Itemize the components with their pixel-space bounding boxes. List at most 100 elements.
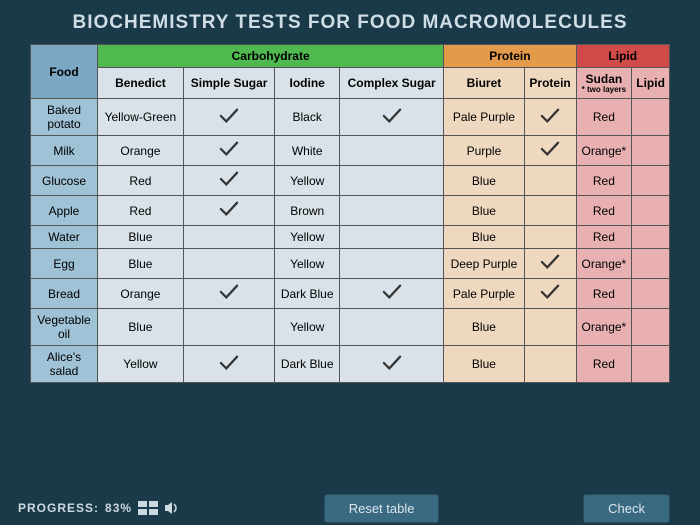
subheader-lipidcol: Lipid (632, 68, 670, 99)
benedict-cell: Blue (98, 226, 184, 249)
lipid-cell (632, 309, 670, 346)
lipid-cell (632, 99, 670, 136)
iodine-cell: Black (275, 99, 340, 136)
food-cell: Bread (31, 279, 98, 309)
subheader-simple: Simple Sugar (183, 68, 275, 99)
complex-cell (340, 279, 444, 309)
simple-cell (183, 196, 275, 226)
benedict-cell: Yellow-Green (98, 99, 184, 136)
biuret-cell: Deep Purple (444, 249, 524, 279)
complex-cell (340, 346, 444, 383)
progress-value: 83% (105, 501, 132, 515)
protein-cell (524, 99, 576, 136)
sudan-cell: Orange* (576, 249, 632, 279)
subheader-biuret: Biuret (444, 68, 524, 99)
food-cell: Egg (31, 249, 98, 279)
sudan-cell: Red (576, 166, 632, 196)
sudan-cell: Red (576, 346, 632, 383)
header-protein: Protein (444, 45, 576, 68)
biuret-cell: Blue (444, 166, 524, 196)
lipid-cell (632, 249, 670, 279)
table-row: Baked potatoYellow-Green Black Pale Purple… (31, 99, 670, 136)
table-row: BreadOrangeDark BluePale PurpleRed (31, 279, 670, 309)
benedict-cell: Orange (98, 136, 184, 166)
iodine-cell: Dark Blue (275, 279, 340, 309)
food-cell: Alice's salad (31, 346, 98, 383)
food-cell: Water (31, 226, 98, 249)
food-cell: Milk (31, 136, 98, 166)
protein-cell (524, 309, 576, 346)
complex-cell (340, 136, 444, 166)
complex-cell (340, 249, 444, 279)
lipid-cell (632, 346, 670, 383)
page-title: BIOCHEMISTRY TESTS FOR FOOD MACROMOLECUL… (30, 12, 670, 34)
subheader-sudan: Sudan * two layers (576, 68, 632, 99)
tracker-icon (138, 501, 158, 515)
benedict-cell: Red (98, 166, 184, 196)
iodine-cell: Yellow (275, 249, 340, 279)
biuret-cell: Pale Purple (444, 279, 524, 309)
header-food: Food (31, 45, 98, 99)
food-cell: Vegetable oil (31, 309, 98, 346)
subheader-complex: Complex Sugar (340, 68, 444, 99)
simple-cell (183, 279, 275, 309)
simple-cell (183, 309, 275, 346)
protein-cell (524, 279, 576, 309)
protein-cell (524, 136, 576, 166)
sudan-cell: Orange* (576, 309, 632, 346)
food-cell: Glucose (31, 166, 98, 196)
biuret-cell: Blue (444, 309, 524, 346)
simple-cell (183, 99, 275, 136)
lipid-cell (632, 166, 670, 196)
audio-icon[interactable] (164, 501, 180, 515)
table-row: MilkOrange White Purple Orange* (31, 136, 670, 166)
food-cell: Baked potato (31, 99, 98, 136)
benedict-cell: Blue (98, 249, 184, 279)
subheader-protein: Protein (524, 68, 576, 99)
table-row: GlucoseRedYellowBlueRed (31, 166, 670, 196)
sudan-cell: Orange* (576, 136, 632, 166)
simple-cell (183, 166, 275, 196)
benedict-cell: Yellow (98, 346, 184, 383)
complex-cell (340, 196, 444, 226)
table-row: WaterBlueYellowBlueRed (31, 226, 670, 249)
benedict-cell: Orange (98, 279, 184, 309)
iodine-cell: Dark Blue (275, 346, 340, 383)
iodine-cell: White (275, 136, 340, 166)
lipid-cell (632, 226, 670, 249)
complex-cell (340, 309, 444, 346)
complex-cell (340, 99, 444, 136)
progress-label: PROGRESS: (18, 501, 99, 515)
benedict-cell: Red (98, 196, 184, 226)
iodine-cell: Brown (275, 196, 340, 226)
sudan-cell: Red (576, 226, 632, 249)
complex-cell (340, 226, 444, 249)
iodine-cell: Yellow (275, 309, 340, 346)
reset-button[interactable]: Reset table (324, 494, 440, 523)
biuret-cell: Blue (444, 346, 524, 383)
simple-cell (183, 226, 275, 249)
header-carb: Carbohydrate (98, 45, 444, 68)
protein-cell (524, 196, 576, 226)
biuret-cell: Purple (444, 136, 524, 166)
protein-cell (524, 166, 576, 196)
sudan-note: * two layers (579, 86, 630, 94)
iodine-cell: Yellow (275, 226, 340, 249)
protein-cell (524, 346, 576, 383)
benedict-cell: Blue (98, 309, 184, 346)
check-button[interactable]: Check (583, 494, 670, 523)
progress-block: PROGRESS: 83% (18, 501, 180, 515)
simple-cell (183, 249, 275, 279)
protein-cell (524, 226, 576, 249)
subheader-benedict: Benedict (98, 68, 184, 99)
biuret-cell: Pale Purple (444, 99, 524, 136)
table-row: EggBlue Yellow Deep Purple Orange* (31, 249, 670, 279)
lipid-cell (632, 136, 670, 166)
results-table: Food Carbohydrate Protein Lipid Benedict… (30, 44, 670, 383)
sudan-label: Sudan (586, 72, 623, 86)
biuret-cell: Blue (444, 196, 524, 226)
simple-cell (183, 136, 275, 166)
lipid-cell (632, 279, 670, 309)
complex-cell (340, 166, 444, 196)
header-lipid: Lipid (576, 45, 669, 68)
